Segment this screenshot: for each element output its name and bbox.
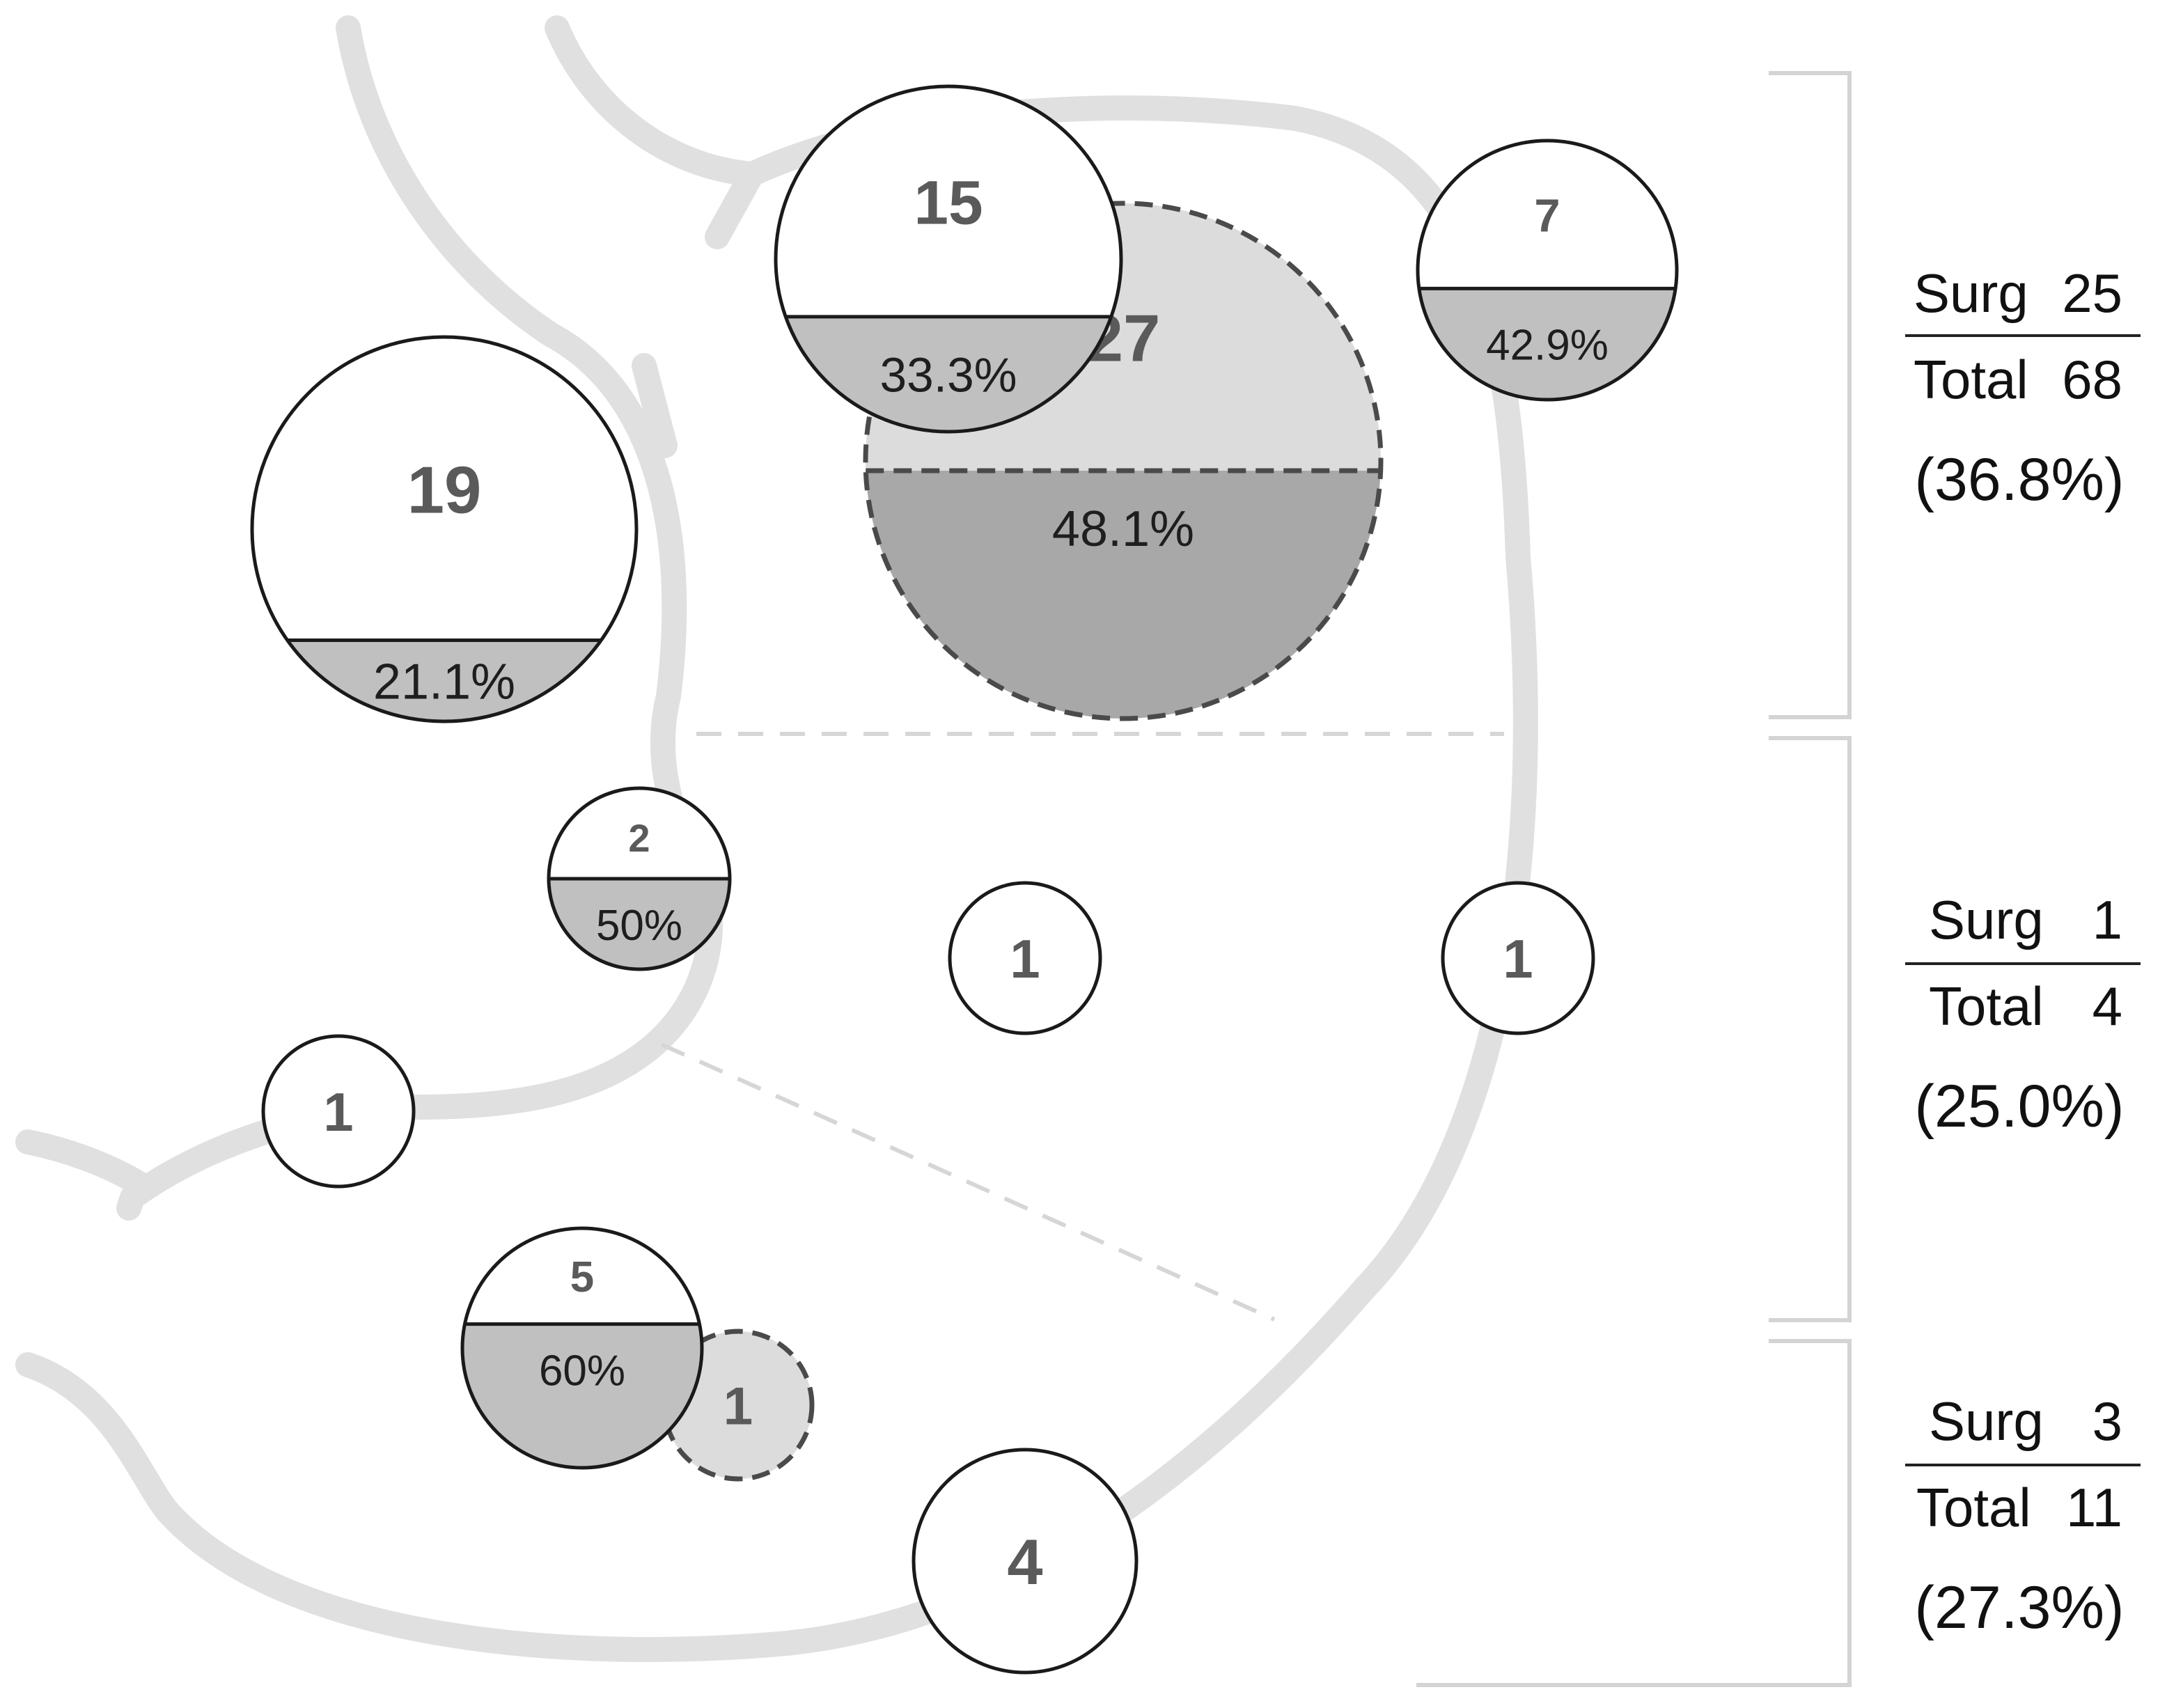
lesion-count: 5 <box>570 1253 594 1301</box>
lesion-outline <box>863 201 1384 721</box>
fundus-notch <box>705 162 765 249</box>
lesion-l7: 7 42.9% <box>1416 139 1679 402</box>
lesion-count: 7 <box>1534 189 1560 242</box>
region-summary-lower: Surg 3 Total 11 (27.3%) <box>1905 1390 2141 1641</box>
lesion-outline <box>774 84 1123 434</box>
middle-lower-divider <box>660 1042 1276 1322</box>
lesion-l1b: 1 <box>1441 881 1595 1035</box>
lesion-outline <box>1416 139 1679 402</box>
lesion-outline <box>250 335 639 723</box>
region-upper-total-label: Total <box>1914 349 2028 410</box>
upper-region-bracket <box>1769 71 1852 719</box>
lesion-outline <box>460 1226 704 1470</box>
lesion-outline <box>948 881 1102 1035</box>
lesion-l4: 4 <box>912 1448 1139 1675</box>
lesion-disc <box>950 883 1100 1033</box>
lesion-disc <box>914 1450 1136 1672</box>
region-dividers <box>660 732 1504 1322</box>
lesion-disc <box>1443 883 1593 1033</box>
lesion-surgery-percent: 21.1% <box>373 655 515 710</box>
lesion-l1a: 1 <box>948 881 1102 1035</box>
lesion-count: 15 <box>914 168 983 237</box>
lesion-l5: 5 60% <box>460 1226 704 1470</box>
region-lower-percent: (27.3%) <box>1914 1574 2124 1641</box>
lesion-surgery-percent: 42.9% <box>1486 322 1609 370</box>
lesion-disc <box>263 1036 414 1186</box>
lesion-surgery-percent: 60% <box>539 1347 625 1395</box>
lesion-outline <box>261 1034 416 1189</box>
region-middle-surg-value: 1 <box>2092 889 2122 950</box>
lesion-count: 1 <box>1010 930 1040 989</box>
lesion-surgery-percent: 50% <box>596 902 682 950</box>
lesion-l2: 2 50% <box>547 786 732 971</box>
region-brackets <box>1416 71 1852 1687</box>
lesion-outline <box>912 1448 1139 1675</box>
region-summary-middle: Surg 1 Total 4 (25.0%) <box>1905 889 2141 1140</box>
lesion-outline <box>1441 881 1595 1035</box>
region-middle-total-value: 4 <box>2092 976 2122 1037</box>
lesion-surgery-percent: 48.1% <box>1052 501 1194 557</box>
duodenum-upper <box>15 1129 152 1196</box>
region-summaries: Surg 25 Total 68 (36.8%) Surg 1 Total 4 … <box>1905 263 2141 1641</box>
region-middle-total-label: Total <box>1929 976 2044 1037</box>
lesion-count: 4 <box>1007 1527 1042 1598</box>
cardia-notch <box>632 353 678 458</box>
lesion-count: 1 <box>323 1083 353 1143</box>
region-upper-total-value: 68 <box>2062 349 2122 410</box>
region-upper-surg-value: 25 <box>2062 263 2122 324</box>
lesion-count: 19 <box>407 453 482 527</box>
region-middle-surg-label: Surg <box>1929 889 2044 950</box>
region-upper-surg-label: Surg <box>1914 263 2028 324</box>
region-summary-upper: Surg 25 Total 68 (36.8%) <box>1905 263 2141 513</box>
region-lower-total-label: Total <box>1916 1477 2031 1538</box>
lesion-surgery-percent: 33.3% <box>880 347 1017 402</box>
lesion-count: 1 <box>1503 930 1533 989</box>
region-lower-surg-value: 3 <box>2092 1390 2122 1452</box>
middle-region-bracket <box>1769 736 1852 1322</box>
lesion-count: 2 <box>628 816 650 860</box>
lower-region-bracket <box>1416 1339 1852 1687</box>
surgery-share-fill <box>462 1324 702 1468</box>
lesion-outline <box>547 786 732 971</box>
region-lower-surg-label: Surg <box>1929 1390 2044 1452</box>
pylorus-notch <box>116 1185 145 1221</box>
region-upper-percent: (36.8%) <box>1914 446 2124 513</box>
region-lower-total-value: 11 <box>2066 1477 2122 1538</box>
lesion-disc <box>252 337 636 721</box>
lesion-l15: 15 33.3% <box>774 84 1123 434</box>
lesion-l1c: 1 <box>261 1034 416 1189</box>
lesion-count: 1 <box>723 1377 753 1436</box>
lesion-l19: 19 21.1% <box>250 335 639 723</box>
region-middle-percent: (25.0%) <box>1914 1073 2124 1140</box>
